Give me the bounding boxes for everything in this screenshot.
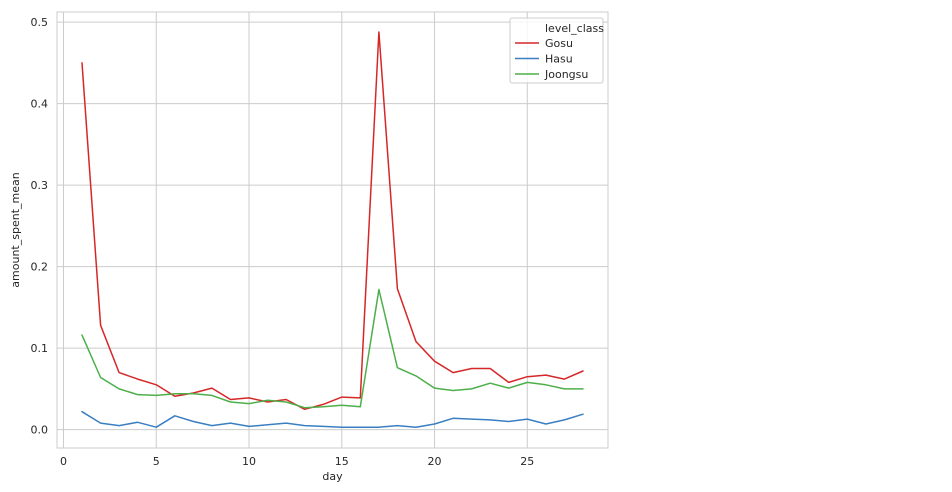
y-tick-label: 0.5 [31, 16, 49, 29]
legend-title: level_class [545, 22, 604, 35]
legend-label: Joongsu [544, 68, 588, 81]
y-tick-label: 0.3 [31, 179, 49, 192]
y-tick-label: 0.1 [31, 342, 49, 355]
x-tick-label: 25 [520, 455, 534, 468]
x-tick-label: 5 [153, 455, 160, 468]
series-line-gosu [81, 31, 584, 411]
y-axis-label: amount_spent_mean [9, 172, 22, 287]
series-line-joongsu [81, 288, 584, 409]
legend-label: Gosu [545, 37, 573, 50]
x-tick-label: 10 [242, 455, 256, 468]
legend-box [509, 17, 604, 84]
grid [57, 12, 608, 448]
x-tick-label: 0 [60, 455, 67, 468]
legend-items: Gosu Hasu Joongsu [515, 37, 588, 81]
x-tick-label: 20 [428, 455, 442, 468]
tick-labels: 0 5 10 15 20 25 0.0 0.1 0.2 0.3 0.4 0.5 [31, 16, 535, 468]
x-axis-label: day [322, 470, 343, 483]
y-tick-label: 0.4 [31, 98, 49, 111]
y-tick-label: 0.0 [31, 424, 49, 437]
y-tick-label: 0.2 [31, 261, 49, 274]
series-line-hasu [81, 410, 584, 428]
plot-frame [56, 11, 609, 449]
x-tick-label: 15 [335, 455, 349, 468]
legend: level_class Gosu Hasu Joongsu [509, 17, 604, 84]
series-lines [81, 31, 584, 428]
legend-label: Hasu [545, 53, 573, 66]
